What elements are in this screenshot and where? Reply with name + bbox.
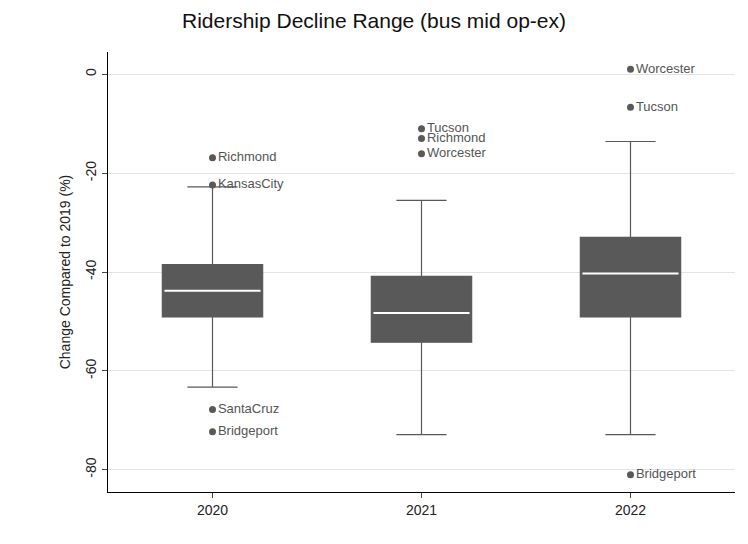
svg-text:-80: -80	[83, 457, 99, 477]
svg-text:KansasCity: KansasCity	[218, 176, 284, 191]
svg-text:SantaCruz: SantaCruz	[218, 401, 279, 416]
svg-text:Richmond: Richmond	[218, 149, 277, 164]
svg-text:-60: -60	[83, 358, 99, 378]
svg-text:Worcester: Worcester	[427, 145, 487, 160]
svg-text:2020: 2020	[197, 502, 228, 518]
svg-text:2021: 2021	[406, 502, 437, 518]
svg-text:2022: 2022	[615, 502, 646, 518]
svg-text:Tucson: Tucson	[636, 99, 678, 114]
svg-text:-20: -20	[83, 161, 99, 181]
svg-text:Tucson: Tucson	[427, 120, 469, 135]
svg-text:-40: -40	[83, 260, 99, 280]
svg-text:Richmond: Richmond	[427, 130, 486, 145]
svg-text:Bridgeport: Bridgeport	[218, 423, 278, 438]
svg-text:Change Compared to 2019 (%): Change Compared to 2019 (%)	[57, 175, 73, 370]
svg-text:Ridership Decline Range (bus m: Ridership Decline Range (bus mid op-ex)	[182, 9, 566, 32]
svg-text:Worcester: Worcester	[636, 61, 696, 76]
svg-text:Bridgeport: Bridgeport	[636, 466, 696, 481]
svg-text:0: 0	[83, 68, 99, 76]
